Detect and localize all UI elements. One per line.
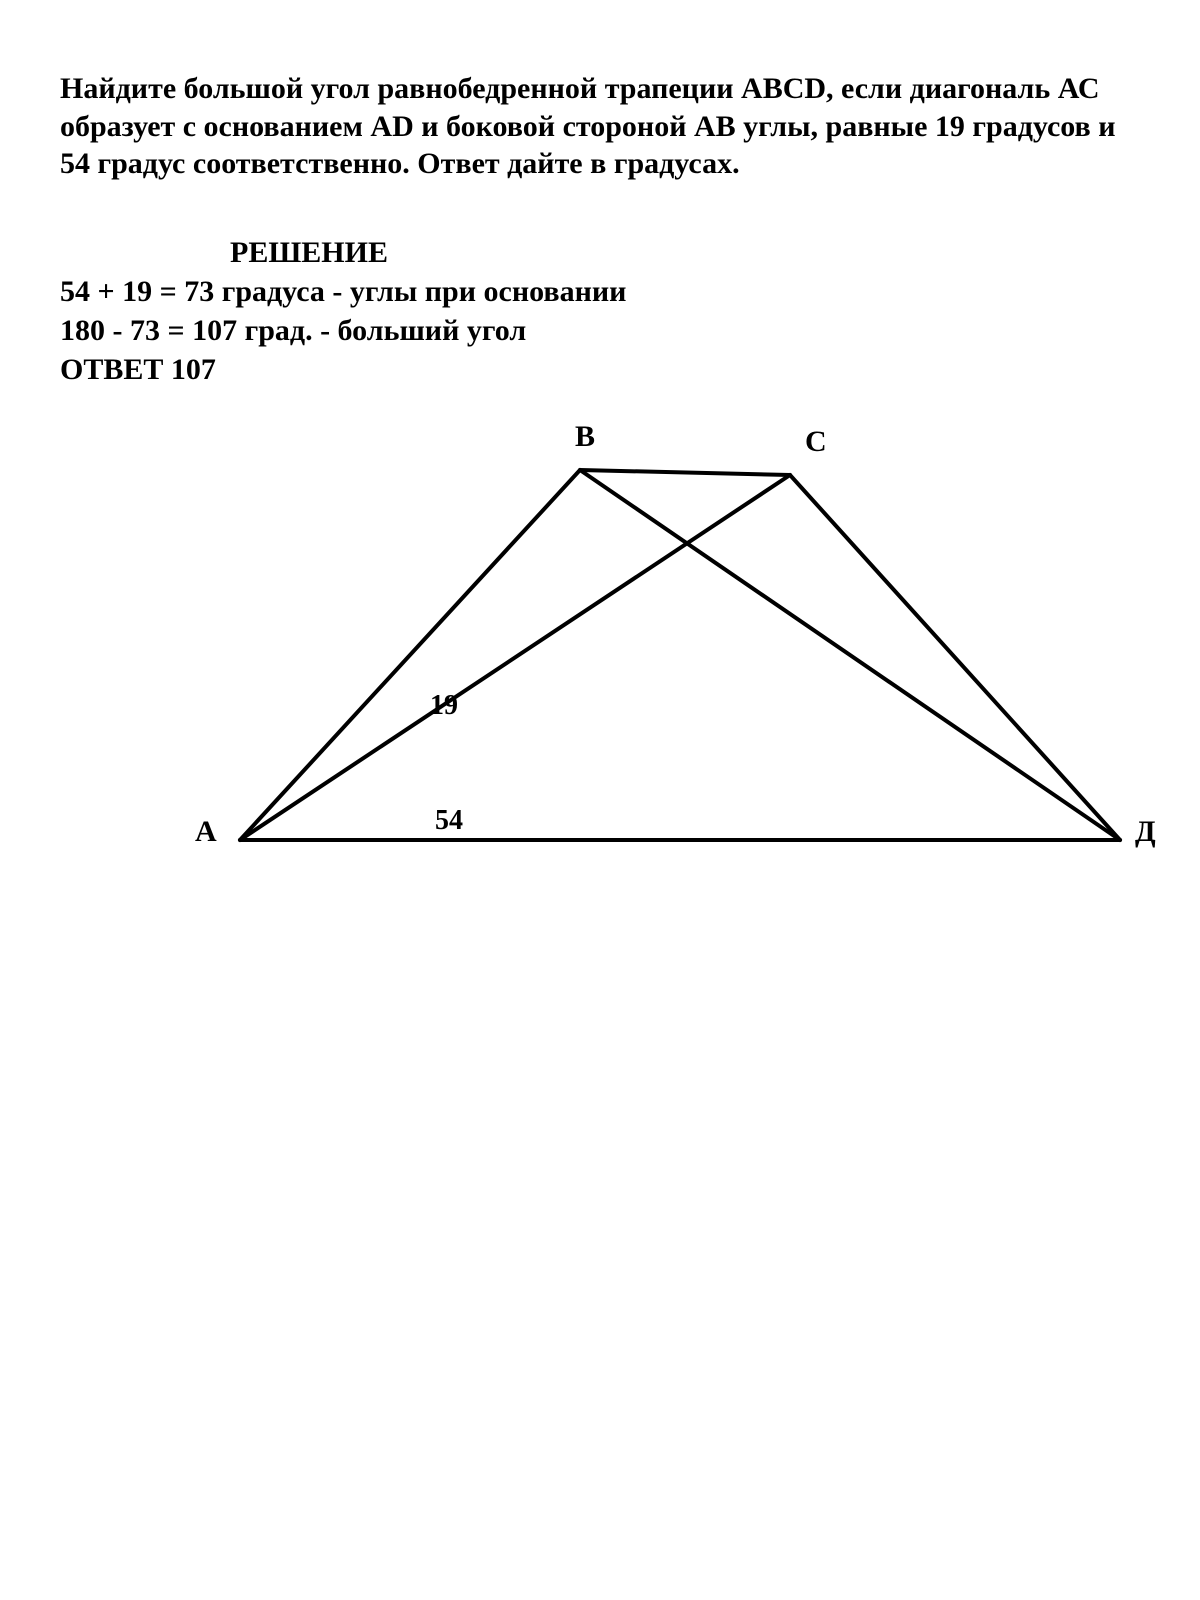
vertex-label-D: Д: [1135, 815, 1156, 849]
vertex-label-B: B: [575, 420, 595, 454]
edge-BC: [580, 470, 790, 475]
solution-block: РЕШЕНИЕ 54 + 19 = 73 градуса - углы при …: [60, 233, 1140, 389]
edge-BD: [580, 470, 1120, 840]
figure-svg: [180, 410, 1140, 870]
edge-AB: [240, 470, 580, 840]
vertex-label-C: C: [805, 425, 827, 459]
solution-answer: ОТВЕТ 107: [60, 350, 1140, 389]
solution-line-1: 54 + 19 = 73 градуса - углы при основани…: [60, 272, 1140, 311]
page: Найдите большой угол равнобедренной трап…: [0, 0, 1200, 1600]
angle-label-ang19: 19: [430, 690, 458, 722]
solution-line-2: 180 - 73 = 107 град. - больший угол: [60, 311, 1140, 350]
vertex-label-A: A: [195, 815, 217, 849]
angle-label-ang54: 54: [435, 805, 463, 837]
solution-title: РЕШЕНИЕ: [60, 233, 1140, 272]
edge-CD: [790, 475, 1120, 840]
problem-statement: Найдите большой угол равнобедренной трап…: [60, 70, 1140, 183]
trapezoid-figure: ABCД1954: [180, 410, 1140, 870]
edge-AC: [240, 475, 790, 840]
